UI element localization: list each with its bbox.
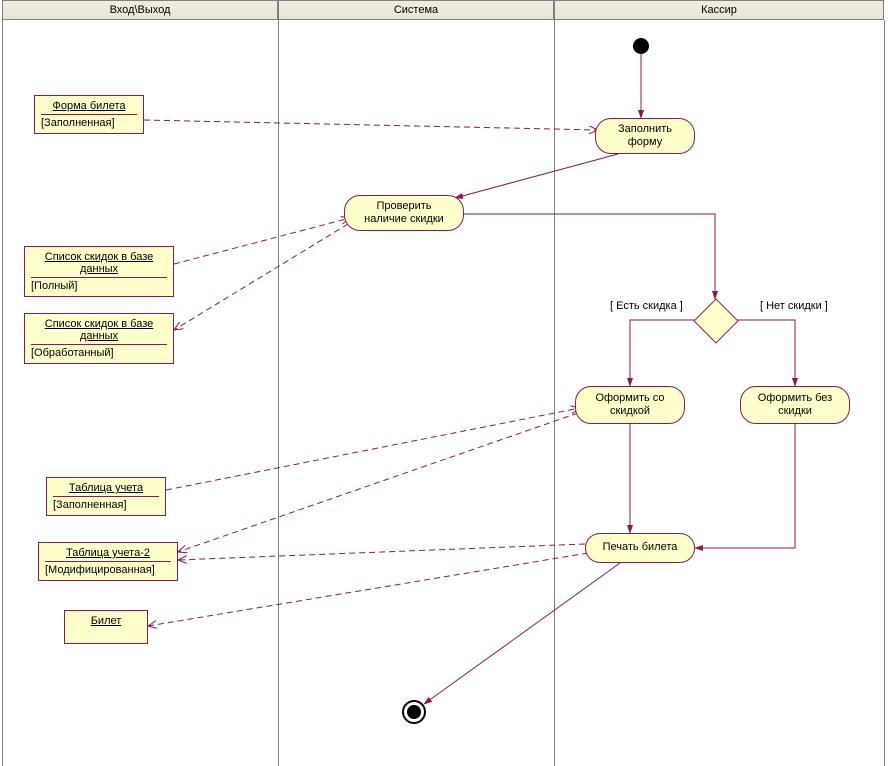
diagram-canvas: Вход\Выход Система Кассир [ Есть скидка … [0, 0, 888, 766]
object-name: Таблица учета [53, 482, 159, 494]
edge-e2 [455, 154, 618, 198]
lane-header-system: Система [278, 0, 554, 20]
activity-label: Печать билета [603, 541, 678, 554]
object-discount-list-processed: Список скидок в базе данных [Обработанны… [24, 313, 174, 364]
lane-label: Кассир [701, 4, 737, 16]
activity-check-discount: Проверитьналичие скидки [344, 195, 464, 231]
lane-header-cashier: Кассир [554, 0, 884, 20]
edge-d5 [178, 413, 578, 552]
lane-separator [278, 20, 279, 766]
edge-e5 [730, 320, 795, 386]
object-state: [Полный] [31, 277, 167, 292]
object-name: Форма билета [41, 100, 137, 112]
edge-d1 [144, 120, 598, 130]
object-state: [Обработанный] [31, 344, 167, 359]
object-discount-list-full: Список скидок в базе данных [Полный] [24, 246, 174, 297]
object-ticket-form: Форма билета [Заполненная] [34, 95, 144, 134]
guard-yes: [ Есть скидка ] [610, 300, 683, 312]
edge-e3 [464, 214, 715, 299]
edge-d2 [174, 218, 350, 264]
edge-e7 [695, 424, 795, 548]
object-ledger-table: Таблица учета [Заполненная] [46, 477, 166, 516]
guard-no: [ Нет скидки ] [760, 300, 828, 312]
decision-node [700, 305, 732, 337]
activity-fill-form: Заполнитьформу [595, 118, 695, 154]
object-ledger-table-2: Таблица учета-2 [Модифицированная] [38, 542, 178, 581]
object-state: [Заполненная] [41, 114, 137, 129]
lane-separator [884, 20, 885, 766]
object-name: Список скидок в базе данных [31, 251, 167, 275]
lane-label: Вход\Выход [110, 4, 171, 16]
activity-label: Заполнитьформу [618, 123, 672, 149]
initial-node [633, 38, 649, 54]
lane-separator [554, 20, 555, 766]
object-name: Список скидок в базе данных [31, 318, 167, 342]
activity-label: Оформить безскидки [758, 392, 832, 418]
object-ticket: Билет [64, 610, 148, 644]
activity-no-discount: Оформить безскидки [740, 386, 850, 424]
edge-d5b [178, 544, 585, 560]
edge-d3 [174, 224, 348, 330]
object-state: [Заполненная] [53, 496, 159, 511]
edge-d6 [148, 553, 588, 626]
activity-label: Оформить соскидкой [595, 392, 664, 418]
lane-separator [2, 20, 3, 766]
object-name: Билет [71, 615, 141, 627]
lane-label: Система [394, 4, 438, 16]
edge-e4 [630, 320, 700, 386]
edge-d4 [166, 408, 580, 490]
activity-print-ticket: Печать билета [585, 533, 695, 563]
activity-with-discount: Оформить соскидкой [575, 386, 685, 424]
activity-label: Проверитьналичие скидки [364, 200, 444, 226]
final-node-inner [407, 705, 421, 719]
lane-header-io: Вход\Выход [2, 0, 278, 20]
object-name: Таблица учета-2 [45, 547, 171, 559]
object-state: [Модифицированная] [45, 561, 171, 576]
edge-e8 [424, 563, 620, 704]
